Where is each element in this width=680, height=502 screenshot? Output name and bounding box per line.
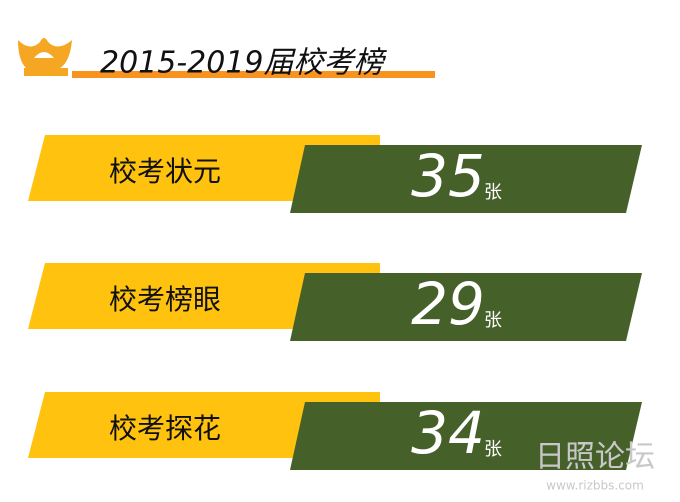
- watermark-url: www.rizbbs.com: [546, 479, 644, 493]
- count-banner: [290, 402, 642, 470]
- row-label: 校考探花: [109, 412, 221, 445]
- row-unit: 张: [484, 310, 502, 331]
- logo: [18, 38, 72, 76]
- title: 2015-2019届校考榜: [100, 46, 388, 81]
- row-count: 34: [411, 399, 485, 467]
- label-banner: [28, 392, 380, 458]
- watermark-name: 日照论坛: [535, 440, 655, 475]
- count-banner: [290, 145, 642, 213]
- row-label: 校考榜眼: [109, 283, 221, 316]
- row-unit: 张: [484, 439, 502, 460]
- row-label: 校考状元: [109, 155, 221, 188]
- count-banner: [290, 273, 642, 341]
- label-banner: [28, 263, 380, 329]
- title-underline: [72, 71, 435, 78]
- row-unit: 张: [484, 182, 502, 203]
- row-count: 35: [411, 142, 485, 210]
- row-count: 29: [411, 270, 485, 338]
- label-banner: [28, 135, 380, 201]
